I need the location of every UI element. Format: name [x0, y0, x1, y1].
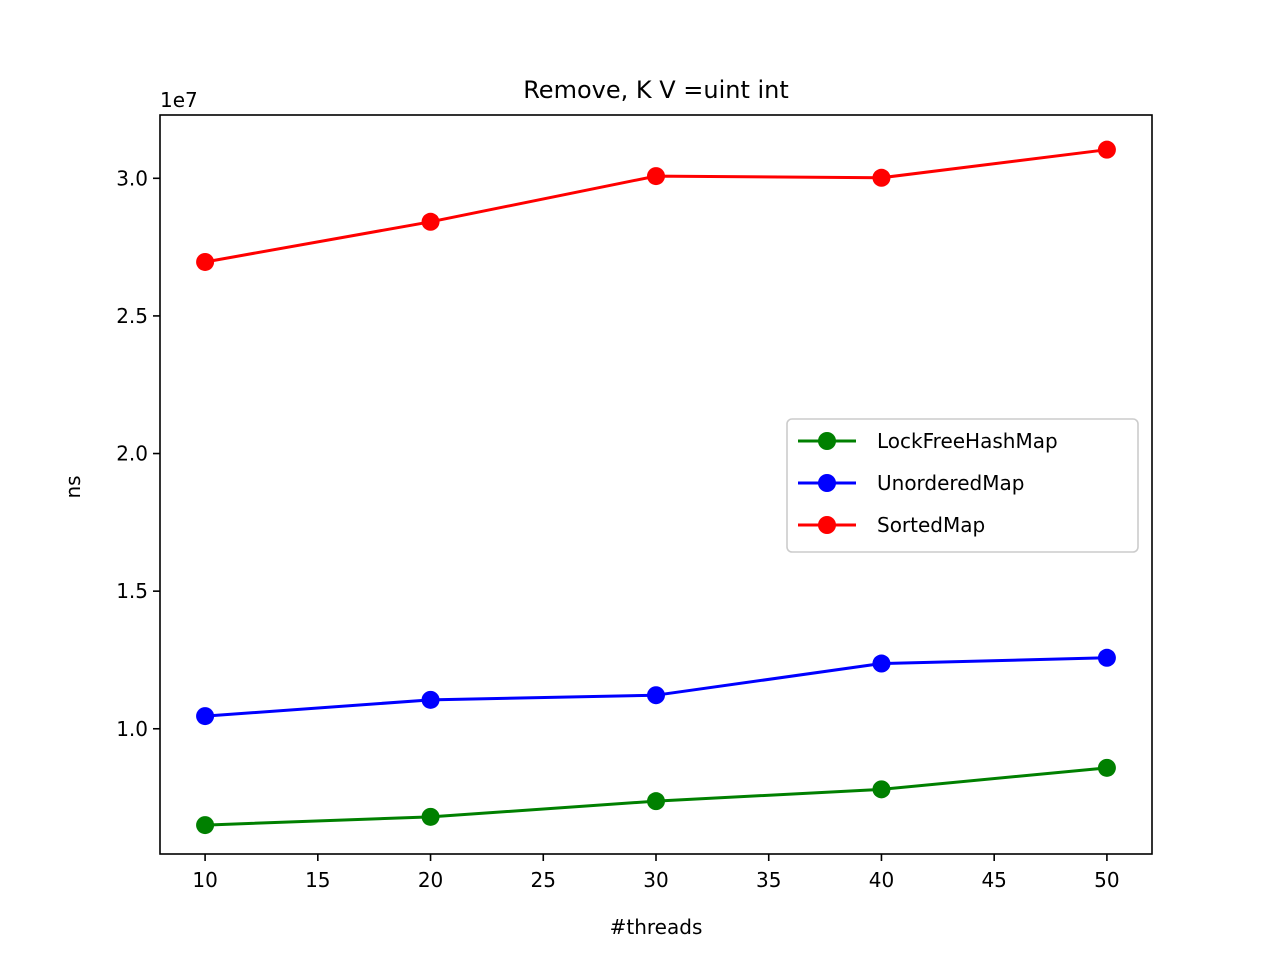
data-point-lockfreehashmap	[421, 807, 440, 826]
legend-item-sortedmap: SortedMap	[798, 513, 985, 537]
data-point-unorderedmap	[421, 690, 440, 709]
y-axis-ticks: 1.0 1.5 2.0 2.5 3.0	[116, 166, 160, 741]
data-point-sortedmap	[196, 252, 215, 271]
data-point-lockfreehashmap	[1097, 758, 1116, 777]
y-tick-label: 3.0	[116, 166, 148, 190]
data-point-lockfreehashmap	[872, 780, 891, 799]
legend-marker	[818, 474, 836, 492]
x-tick-label: 40	[869, 868, 894, 892]
y-tick-label: 2.5	[116, 304, 148, 328]
legend-marker	[818, 516, 836, 534]
data-point-unorderedmap	[647, 686, 665, 705]
series-sortedmap	[196, 140, 1116, 271]
x-tick-label: 30	[643, 868, 668, 892]
data-point-lockfreehashmap	[196, 816, 215, 835]
data-point-lockfreehashmap	[647, 792, 665, 811]
legend-item-lockfreehashmap: LockFreeHashMap	[798, 429, 1058, 453]
x-tick-label: 15	[305, 868, 330, 892]
x-axis-label: #threads	[610, 915, 703, 939]
legend-item-unorderedmap: UnorderedMap	[798, 471, 1024, 495]
data-point-sortedmap	[421, 212, 440, 231]
data-point-sortedmap	[647, 167, 665, 186]
y-tick-label: 1.5	[116, 579, 148, 603]
y-offset-label: 1e7	[160, 88, 198, 112]
data-point-sortedmap	[872, 168, 891, 187]
x-tick-label: 20	[418, 868, 443, 892]
x-tick-label: 35	[756, 868, 781, 892]
x-tick-label: 45	[981, 868, 1006, 892]
series-unorderedmap	[196, 648, 1116, 726]
y-tick-label: 2.0	[116, 442, 148, 466]
legend: LockFreeHashMap UnorderedMap SortedMap	[786, 418, 1139, 553]
legend-marker	[818, 432, 836, 450]
legend-frame	[786, 418, 1139, 553]
chart-title: Remove, K V =uint int	[523, 76, 789, 104]
series-layer	[196, 140, 1116, 835]
y-axis-label: ns	[61, 475, 85, 498]
x-tick-label: 25	[531, 868, 556, 892]
data-point-unorderedmap	[872, 654, 891, 673]
plot-frame	[159, 114, 1153, 855]
data-point-unorderedmap	[1097, 648, 1116, 667]
legend-label: UnorderedMap	[877, 471, 1024, 495]
x-tick-label: 50	[1094, 868, 1119, 892]
x-axis-ticks: 10 15 20 25 30 35 40 45 50	[192, 854, 1120, 892]
x-tick-label: 10	[192, 868, 217, 892]
data-point-unorderedmap	[196, 707, 215, 726]
legend-label: SortedMap	[877, 513, 985, 537]
series-lockfreehashmap	[196, 758, 1116, 835]
data-point-sortedmap	[1097, 140, 1116, 159]
legend-label: LockFreeHashMap	[877, 429, 1058, 453]
y-tick-label: 1.0	[116, 717, 148, 741]
